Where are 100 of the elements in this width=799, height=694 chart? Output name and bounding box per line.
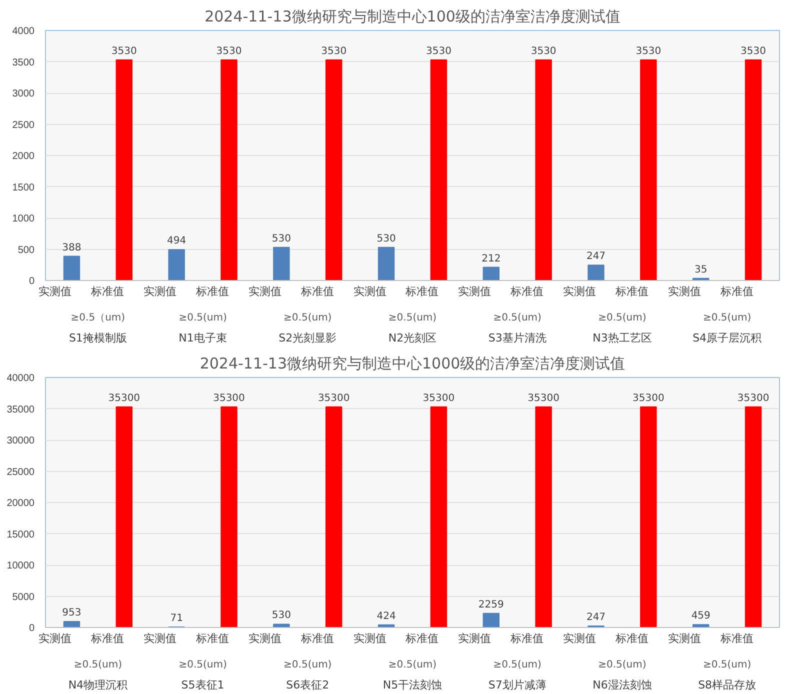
x-tick-label: 标准值 — [195, 285, 229, 298]
x-tick-label: 实测值 — [248, 632, 282, 645]
text: ≥0.5(um) — [178, 660, 227, 670]
x-tick-label: 实测值 — [38, 285, 72, 298]
data-label: 3530 — [530, 46, 556, 57]
text: N5干法刻蚀 — [382, 678, 442, 692]
text: ≥0.5(um) — [388, 660, 437, 670]
y-tick-label: 0 — [28, 623, 35, 634]
x-tick-label: 实测值 — [353, 632, 386, 645]
x-tick-label: 实测值 — [458, 632, 492, 645]
data-label: 3530 — [426, 46, 452, 57]
x-tick-label: 标准值 — [90, 632, 124, 645]
text: ≥0.5(um) — [493, 660, 542, 670]
data-label: 530 — [272, 610, 291, 622]
y-tick-label: 40000 — [6, 373, 35, 384]
x-tick-label: 标准值 — [300, 632, 334, 645]
y-tick-label: 1000 — [12, 214, 35, 224]
data-label: 35300 — [318, 392, 350, 404]
text: ≥0.5(um) — [702, 312, 752, 324]
data-label: 71 — [170, 613, 183, 624]
y-tick-label: 10000 — [6, 560, 35, 572]
x-tick-label: 标准值 — [300, 285, 334, 298]
x-tick-label: 标准值 — [719, 285, 754, 298]
chart-title: 2024-11-13微纳研究与制造中心100级的洁净室洁净度测试值 — [204, 8, 620, 26]
x-tick-label: 标准值 — [614, 285, 648, 298]
text: ≥0.5（um) — [70, 312, 126, 324]
data-label: 247 — [586, 612, 606, 623]
text: N3热工艺区 — [592, 332, 652, 344]
y-tick-label: 2500 — [12, 120, 35, 131]
y-tick-label: 4000 — [12, 26, 35, 37]
y-tick-label: 3500 — [12, 57, 35, 68]
chart-title: 2024-11-13微纳研究与制造中心1000级的洁净室洁净度测试值 — [200, 354, 626, 372]
text: ≥0.5(um) — [284, 312, 332, 324]
text: S5表征1 — [181, 678, 224, 692]
x-tick-label: 标准值 — [404, 285, 439, 298]
y-tick-label: 35000 — [6, 404, 35, 416]
text: N6湿法刻蚀 — [592, 678, 652, 692]
text: ≥0.5(um) — [178, 312, 227, 324]
y-tick-label: 30000 — [6, 436, 35, 446]
x-tick-label: 标准值 — [404, 632, 439, 645]
data-label: 424 — [376, 610, 396, 622]
data-label: 3530 — [111, 46, 137, 57]
data-label: 953 — [62, 608, 82, 619]
y-tick-label: 20000 — [6, 498, 35, 509]
x-tick-label: 标准值 — [510, 285, 544, 298]
x-tick-label: 标准值 — [510, 632, 544, 645]
text: ≥0.5(um) — [284, 660, 332, 670]
text: N1电子束 — [178, 332, 227, 344]
y-tick-label: 2000 — [12, 151, 35, 162]
y-tick-label: 500 — [18, 244, 35, 256]
x-tick-label: 实测值 — [144, 632, 177, 645]
y-tick-label: 25000 — [6, 466, 35, 478]
data-label: 35 — [694, 264, 708, 276]
y-tick-label: 5000 — [12, 592, 35, 603]
data-label: 494 — [167, 236, 186, 247]
data-label: 35300 — [422, 392, 455, 404]
text: S7划片减薄 — [488, 678, 546, 692]
x-tick-label: 实测值 — [458, 285, 492, 298]
x-tick-label: 实测值 — [563, 285, 596, 298]
data-label: 3530 — [216, 46, 242, 57]
data-label: 459 — [691, 610, 710, 622]
data-label: 3530 — [636, 46, 662, 57]
text: ≥0.5(um) — [388, 312, 437, 324]
data-label: 35300 — [108, 392, 140, 404]
data-label: 247 — [586, 251, 606, 262]
data-label: 212 — [482, 253, 501, 264]
y-tick-label: 0 — [28, 276, 35, 287]
text: N2光刻区 — [388, 332, 437, 344]
text: S2光刻显影 — [278, 332, 337, 344]
x-tick-label: 实测值 — [248, 285, 282, 298]
text: S6表征2 — [286, 678, 330, 692]
x-tick-label: 标准值 — [719, 632, 754, 645]
data-label: 530 — [272, 233, 291, 244]
data-label: 35300 — [737, 392, 770, 404]
text: ≥0.5(um) — [74, 660, 122, 670]
text: ≥0.5(um) — [598, 660, 646, 670]
x-tick-label: 实测值 — [144, 285, 177, 298]
x-tick-label: 标准值 — [195, 632, 229, 645]
data-label: 35300 — [632, 392, 664, 404]
text: N4物理沉积 — [68, 678, 128, 692]
x-tick-label: 实测值 — [353, 285, 386, 298]
text: S8样品存放 — [698, 678, 756, 692]
data-label: 388 — [62, 242, 82, 254]
x-tick-label: 实测值 — [38, 632, 72, 645]
data-label: 35300 — [213, 392, 245, 404]
text: ≥0.5(um) — [598, 312, 646, 324]
x-tick-label: 实测值 — [668, 632, 701, 645]
text: S3基片清洗 — [488, 332, 546, 344]
text: S1掩模制版 — [68, 332, 127, 344]
x-tick-label: 标准值 — [614, 632, 648, 645]
data-label: 3530 — [740, 46, 766, 57]
text: ≥0.5(um) — [702, 660, 752, 670]
x-tick-label: 实测值 — [668, 285, 701, 298]
y-tick-label: 1500 — [12, 182, 35, 194]
data-label: 530 — [376, 233, 396, 244]
text: S4原子层沉积 — [692, 332, 762, 344]
x-tick-label: 标准值 — [90, 285, 124, 298]
data-label: 3530 — [321, 46, 347, 57]
y-tick-label: 15000 — [6, 529, 35, 540]
y-tick-label: 3000 — [12, 88, 35, 100]
